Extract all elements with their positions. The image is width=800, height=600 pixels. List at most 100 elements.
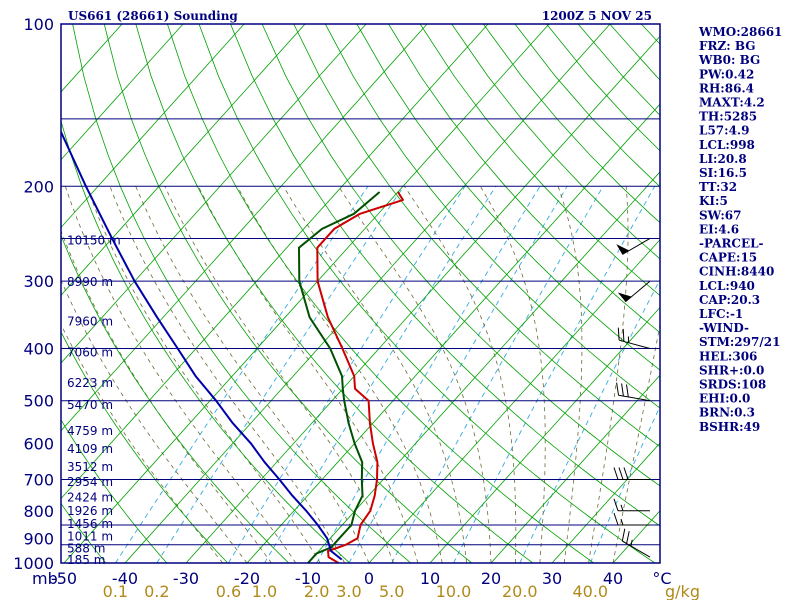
wind-barb-flag [616, 244, 630, 255]
isotherm-line [490, 374, 660, 563]
wind-barb-feather [626, 531, 630, 544]
isotherm-line [61, 24, 367, 364]
index-value: TT:32 [699, 180, 737, 194]
wind-barb [617, 280, 651, 303]
index-value: EI:4.6 [699, 222, 739, 236]
index-value: BSHR:49 [699, 420, 760, 434]
mixing-ratio-line [316, 186, 541, 563]
wind-barb-half-feather [630, 539, 633, 547]
mixing-ratio-line [453, 186, 656, 563]
index-value: WB0: BG [698, 53, 760, 67]
temperature-tick-label: 30 [542, 569, 562, 588]
pressure-tick-label: 1000 [13, 554, 54, 573]
wind-barb-half-feather [620, 518, 624, 526]
mixing-ratio-axis-label: g/kg [665, 582, 700, 600]
mixing-ratio-tick-label: 40.0 [572, 582, 608, 600]
sounding-time: 1200Z 5 NOV 25 [542, 9, 652, 23]
height-label: 10150 m [67, 233, 121, 247]
height-label: 6223 m [67, 376, 113, 390]
pressure-tick-label: 600 [23, 434, 54, 453]
index-value: -PARCEL- [699, 237, 764, 251]
moist-adiabat-line [404, 186, 517, 563]
height-label: 3512 m [67, 460, 113, 474]
temperature-axis-label: °C [652, 569, 671, 588]
pressure-tick-label: 700 [23, 471, 54, 490]
isotherm-line [185, 35, 660, 563]
temperature-trace [316, 191, 404, 563]
plot-frame [60, 23, 661, 564]
pressure-tick-label: 900 [23, 529, 54, 548]
wind-barb-feather [621, 383, 624, 397]
wind-barb-feather [616, 382, 619, 396]
index-value: LCL:940 [699, 279, 755, 293]
moist-adiabat-line [612, 322, 660, 563]
isotherm-line [61, 24, 245, 229]
index-value: LI:20.8 [699, 152, 747, 166]
index-value: SRDS:108 [699, 378, 766, 392]
mixing-ratio-tick-label: 2.0 [304, 582, 329, 600]
mixing-ratio-tick-label: 3.0 [336, 582, 361, 600]
temperature-tick-label: -40 [112, 569, 138, 588]
pressure-tick-label: 300 [23, 272, 54, 291]
temperature-tick-label: 20 [481, 569, 501, 588]
index-value: FRZ: BG [699, 39, 755, 53]
mixing-ratio-line [264, 186, 497, 563]
moist-adiabat-line [61, 229, 272, 563]
parcel-trace [61, 129, 343, 561]
moist-adiabat-line [197, 186, 419, 563]
height-label: 4759 m [67, 424, 113, 438]
index-value: LCL:998 [699, 138, 755, 152]
mixing-ratio-tick-label: 20.0 [502, 582, 538, 600]
height-label: 7060 m [67, 345, 113, 359]
wind-barb-half-feather [620, 504, 624, 511]
wind-barb-shaft [622, 540, 651, 558]
pressure-tick-label: 100 [23, 15, 54, 34]
pressure-tick-label: 200 [23, 177, 54, 196]
moist-adiabat-line [479, 186, 546, 563]
moist-adiabat-line [557, 186, 583, 563]
index-value: HEL:306 [699, 349, 757, 363]
moist-adiabats [61, 186, 660, 563]
index-value: SHR+:0.0 [699, 363, 764, 377]
moist-adiabat-line [61, 323, 223, 563]
isotherm-line [429, 306, 660, 563]
index-value: L57:4.9 [699, 124, 749, 138]
index-value: SW:67 [699, 208, 741, 222]
index-value: CAPE:15 [699, 251, 757, 265]
height-label: 5470 m [67, 398, 113, 412]
wind-barb [621, 528, 651, 558]
isotherm-line [368, 239, 660, 563]
height-label: 8990 m [67, 275, 113, 289]
mixing-ratio-tick-label: 1.0 [252, 582, 277, 600]
wind-barb-feather [622, 328, 625, 342]
height-label: 2954 m [67, 475, 113, 489]
wind-barb-feather [613, 467, 619, 480]
temperature-tick-label: 40 [603, 569, 623, 588]
isotherm-line [124, 24, 611, 563]
mixing-ratio-tick-label: 0.2 [144, 582, 169, 600]
pressure-tick-label: 800 [23, 502, 54, 521]
height-label: 1011 m [67, 529, 113, 543]
wind-barb-feather [623, 467, 629, 480]
moist-adiabat-line [236, 186, 443, 563]
mixing-ratio-line [228, 186, 466, 563]
index-value: BRN:0.3 [699, 406, 755, 420]
index-value: SI:16.5 [699, 166, 747, 180]
wind-barb-flag [617, 292, 632, 302]
index-value: CAP:20.3 [699, 293, 760, 307]
wind-barb-shaft [618, 339, 651, 349]
isotherm-line [551, 442, 660, 563]
isotherm-line [61, 24, 489, 500]
wind-barb-feather [617, 327, 620, 341]
temperature-tick-label: -20 [234, 569, 260, 588]
pressure-tick-label: 400 [23, 340, 54, 359]
dewpoint-trace [298, 191, 381, 563]
wind-barb [617, 327, 651, 349]
mixing-ratio-tick-label: 5.0 [379, 582, 404, 600]
mixing-ratio-tick-label: 0.1 [103, 582, 128, 600]
isotherm-line [61, 24, 306, 296]
isotherm-line [307, 171, 660, 563]
isotherm-line [61, 24, 184, 161]
wind-barb [616, 382, 651, 402]
